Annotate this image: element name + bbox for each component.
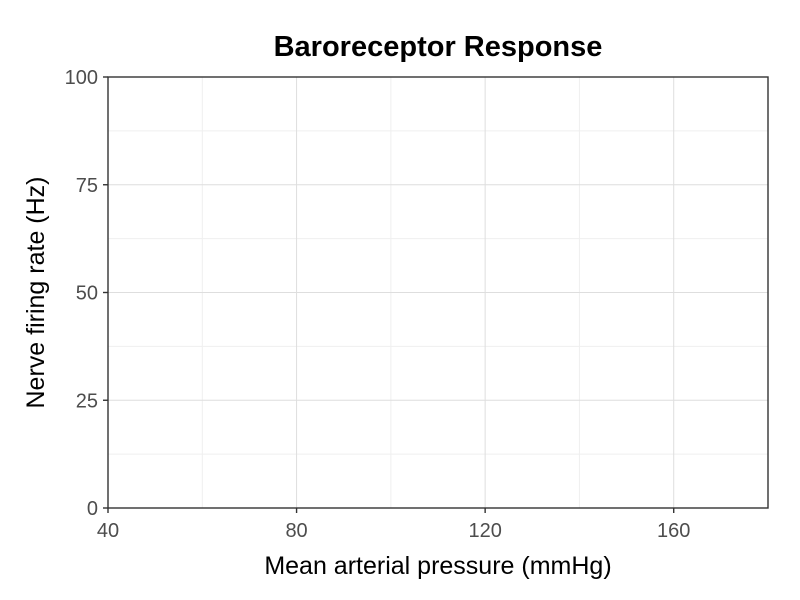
x-tick-label: 160 bbox=[657, 520, 690, 542]
x-axis-label: Mean arterial pressure (mmHg) bbox=[264, 552, 611, 580]
y-axis-label: Nerve firing rate (Hz) bbox=[22, 177, 50, 409]
x-tick-label: 120 bbox=[468, 520, 501, 542]
x-tick-label: 40 bbox=[97, 520, 119, 542]
grid bbox=[107, 76, 768, 509]
axis-ticks: 40 80 120 160 0 25 50 75 100 bbox=[65, 67, 691, 542]
y-tick-label: 75 bbox=[76, 175, 98, 197]
y-tick-label: 25 bbox=[76, 390, 98, 412]
y-tick-label: 0 bbox=[87, 498, 98, 520]
y-tick-label: 100 bbox=[65, 67, 98, 89]
y-tick-label: 50 bbox=[76, 283, 98, 305]
x-tick-label: 80 bbox=[285, 520, 307, 542]
chart-title: Baroreceptor Response bbox=[274, 31, 603, 63]
